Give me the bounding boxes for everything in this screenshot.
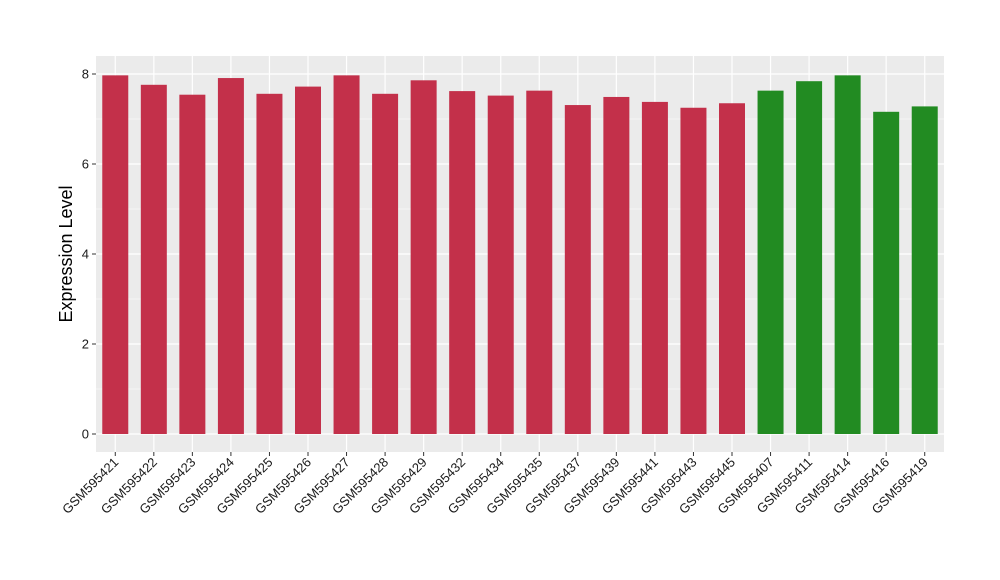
y-tick-label: 0 (82, 427, 89, 442)
bar-GSM595434 (487, 95, 514, 434)
bar-GSM595421 (102, 75, 129, 434)
bar-GSM595423 (179, 94, 206, 434)
bar-GSM595437 (564, 105, 591, 435)
bar-GSM595445 (719, 103, 745, 434)
bar-GSM595427 (333, 75, 360, 434)
bar-GSM595435 (526, 90, 553, 435)
y-tick-label: 4 (82, 247, 89, 262)
bar-GSM595414 (834, 75, 861, 434)
bar-GSM595439 (603, 96, 630, 434)
bar-GSM595443 (680, 107, 707, 434)
bar-GSM595432 (449, 91, 476, 434)
bar-GSM595407 (757, 90, 784, 435)
bar-GSM595411 (796, 81, 823, 434)
bar-GSM595419 (911, 106, 938, 435)
bar-GSM595422 (140, 84, 167, 435)
y-tick-label: 6 (82, 157, 89, 172)
y-tick-label: 8 (82, 67, 89, 82)
bar-GSM595425 (256, 93, 283, 435)
bars (102, 75, 938, 435)
bar-GSM595426 (295, 86, 321, 434)
bar-GSM595424 (217, 78, 244, 435)
x-axis: GSM595421GSM595422GSM595423GSM595424GSM5… (59, 452, 931, 517)
y-tick-label: 2 (82, 337, 89, 352)
bar-GSM595429 (410, 80, 437, 435)
bar-GSM595416 (873, 111, 900, 435)
y-axis-title: Expression Level (56, 185, 76, 322)
bar-GSM595441 (641, 101, 668, 435)
bar-GSM595428 (372, 93, 399, 435)
y-axis: 0 2 4 6 8 (82, 67, 96, 442)
